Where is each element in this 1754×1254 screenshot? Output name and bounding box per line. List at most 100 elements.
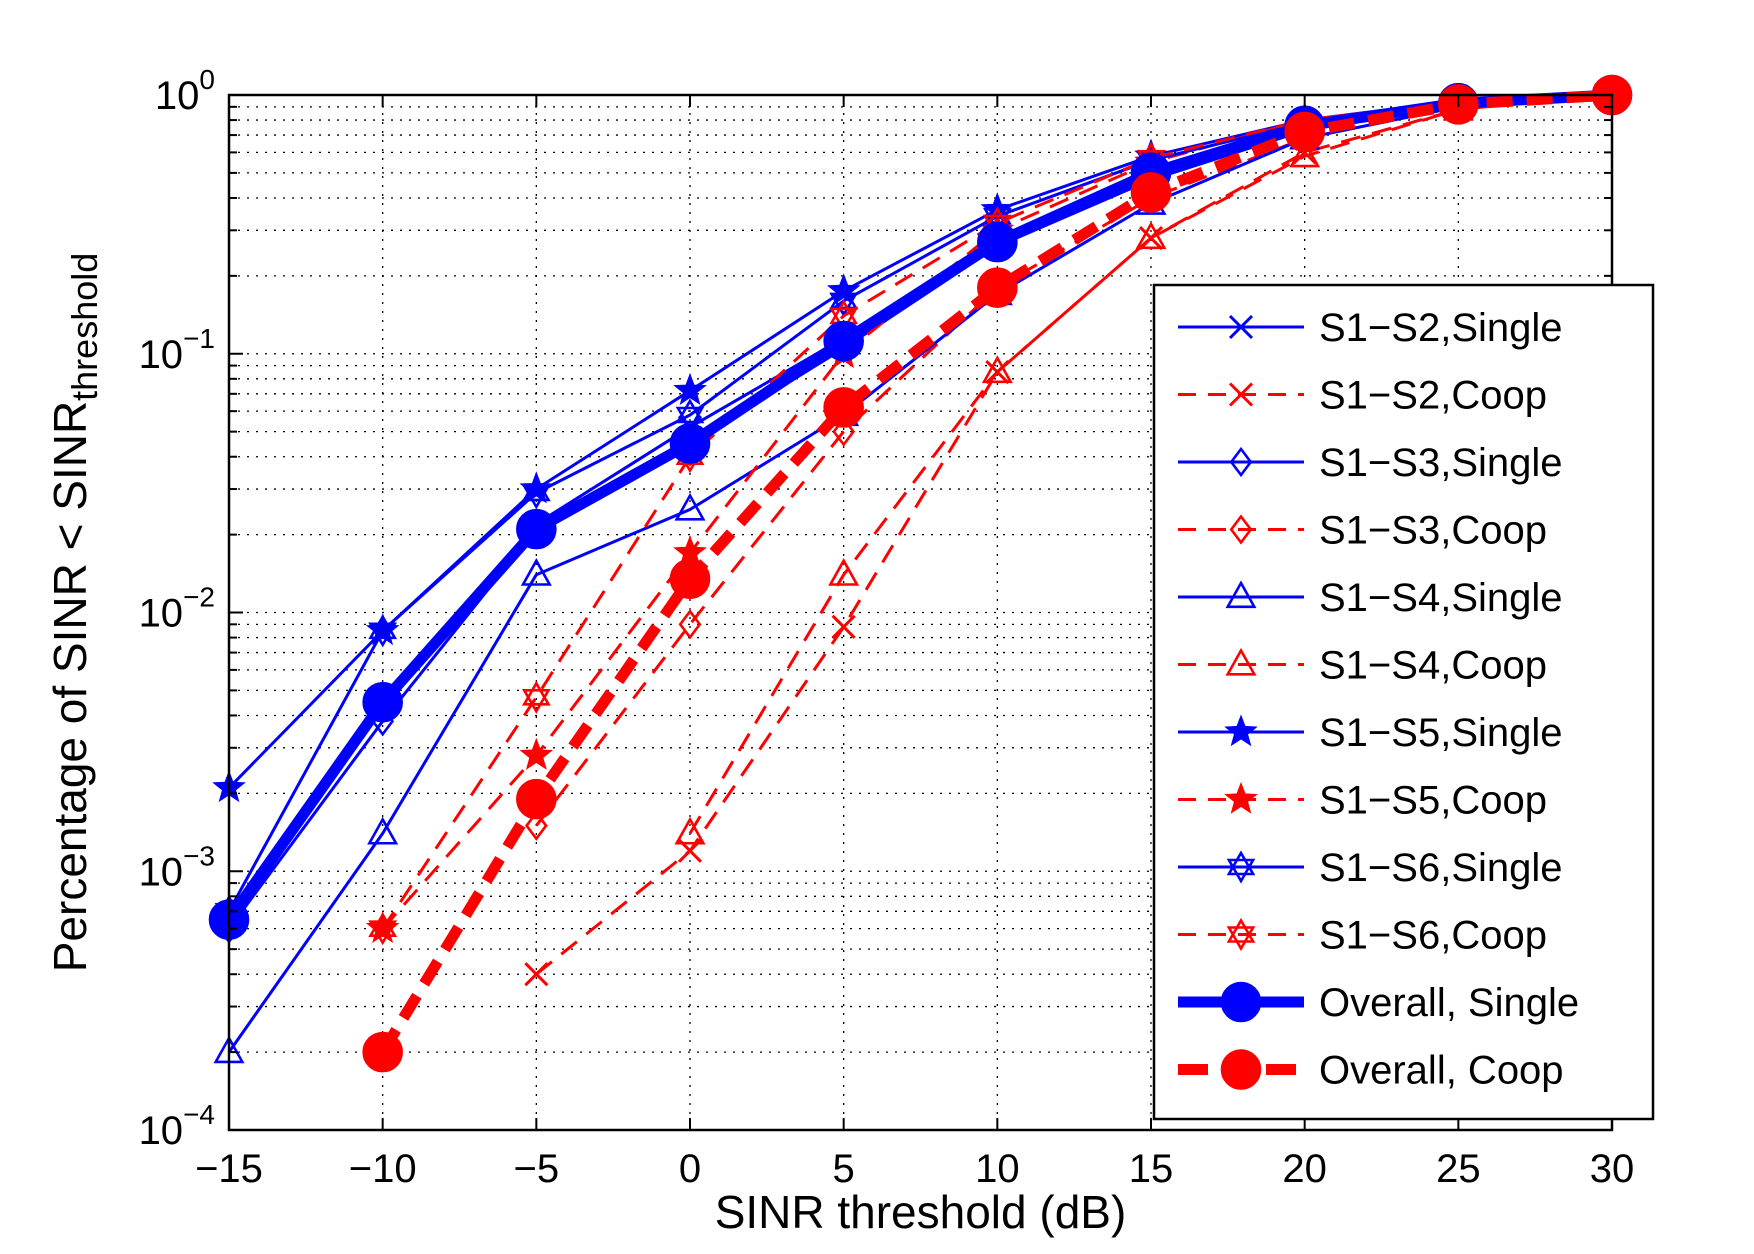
data-point [981, 355, 1013, 384]
y-tick-label: 10−1 [139, 323, 215, 377]
legend-label: Overall, Coop [1319, 1049, 1564, 1093]
legend-label: S1−S4,Coop [1319, 644, 1547, 688]
y-tick-exponent: −4 [183, 1099, 215, 1130]
y-tick-exponent: −3 [183, 840, 215, 871]
legend-marker-part [1226, 858, 1256, 884]
data-point-part [521, 688, 551, 714]
data-point [675, 398, 705, 432]
data-point [367, 816, 399, 845]
legend-label: Overall, Single [1319, 981, 1579, 1025]
data-point-part [368, 920, 398, 946]
legend-marker [1220, 981, 1262, 1023]
legend-label: S1−S5,Coop [1319, 779, 1547, 823]
data-point [524, 810, 548, 841]
y-axis-label: Percentage of SINR < SINRthreshold [44, 253, 105, 973]
data-point [1130, 172, 1172, 213]
legend-label: S1−S2,Single [1319, 306, 1563, 350]
legend-marker [1228, 314, 1254, 340]
data-point [519, 737, 554, 770]
data-point [674, 816, 706, 845]
x-tick-label: 5 [833, 1147, 855, 1191]
legend-item: S1−S5,Single [1178, 711, 1563, 755]
legend-marker [1225, 580, 1257, 609]
legend-marker-part [1226, 850, 1256, 876]
x-tick-label: 20 [1282, 1147, 1327, 1191]
legend-item: S1−S2,Single [1178, 306, 1563, 350]
y-tick-base: 10 [139, 333, 184, 377]
legend-box [1152, 283, 1655, 1121]
data-point [1289, 139, 1321, 168]
y-axis-label-main: Percentage of SINR < SINR [44, 401, 96, 972]
legend-item: S1−S3,Coop [1178, 509, 1547, 553]
data-point [977, 221, 1018, 263]
x-tick-label: −10 [349, 1147, 417, 1191]
legend-label: S1−S4,Single [1319, 576, 1563, 620]
data-point [823, 320, 864, 362]
legend-item: S1−S4,Coop [1178, 644, 1547, 688]
legend-marker-part [1226, 917, 1256, 943]
data-point [362, 681, 403, 723]
data-point [516, 508, 557, 550]
y-tick-base: 10 [155, 74, 200, 118]
legend-item: S1−S4,Single [1178, 576, 1563, 620]
y-tick-exponent: 0 [199, 64, 215, 95]
legend-marker [1224, 714, 1258, 747]
series-layer [208, 74, 1633, 1073]
data-point-part [675, 406, 705, 432]
legend-label: S1−S6,Single [1319, 846, 1563, 890]
legend-item: S1−S6,Coop [1178, 914, 1547, 958]
series-line [535, 93, 1613, 827]
data-point [516, 778, 557, 820]
y-tick-base: 10 [139, 1109, 184, 1153]
x-tick-label: −15 [195, 1147, 263, 1191]
data-point [977, 267, 1018, 308]
data-point-part [829, 307, 859, 333]
y-tick-exponent: −1 [183, 323, 215, 354]
data-point [826, 273, 861, 306]
series-12 [362, 74, 1633, 1073]
data-point [832, 416, 856, 447]
data-point [520, 558, 552, 586]
y-tick-exponent: −2 [183, 582, 215, 613]
legend-label: S1−S6,Coop [1319, 914, 1547, 958]
legend-marker [1226, 850, 1256, 884]
data-point-part [675, 398, 705, 424]
legend-item: Overall, Single [1178, 981, 1579, 1025]
data-point [1284, 111, 1325, 153]
x-tick-label: 0 [679, 1147, 701, 1191]
data-point [524, 962, 549, 987]
legend-label: S1−S2,Coop [1319, 374, 1547, 418]
data-point-part [521, 680, 551, 706]
y-tick-label: 100 [155, 64, 215, 118]
legend-marker-part [1226, 926, 1256, 952]
legend-marker [1224, 781, 1258, 814]
data-point [521, 476, 551, 510]
data-point-part [368, 912, 398, 938]
legend-label: S1−S5,Single [1319, 711, 1563, 755]
series-line [377, 89, 1613, 1055]
legend-item: Overall, Coop [1178, 1049, 1564, 1093]
legend-item: S1−S3,Single [1178, 441, 1563, 485]
legend-label: S1−S3,Coop [1319, 509, 1547, 553]
legend-marker [1220, 1049, 1262, 1090]
data-point [1135, 221, 1167, 250]
legend-label: S1−S3,Single [1319, 441, 1563, 485]
data-point [823, 387, 864, 428]
data-point [669, 423, 711, 464]
data-point [828, 558, 860, 586]
legend-item: S1−S2,Coop [1178, 374, 1547, 418]
y-axis-label-subscript: threshold [64, 253, 105, 401]
data-point [521, 680, 551, 714]
data-point [362, 1031, 403, 1073]
y-tick-label: 10−4 [139, 1099, 215, 1153]
data-point [678, 609, 702, 640]
y-tick-label: 10−3 [139, 840, 215, 894]
legend-item: S1−S6,Single [1178, 846, 1563, 890]
legend-marker [1229, 446, 1253, 478]
data-point [674, 492, 706, 521]
y-tick-base: 10 [139, 592, 184, 636]
data-point [673, 373, 707, 406]
data-point-part [829, 292, 859, 318]
legend: S1−S2,Single S1−S2,Coop S1−S3,Single S1−S3,… [1152, 283, 1655, 1121]
